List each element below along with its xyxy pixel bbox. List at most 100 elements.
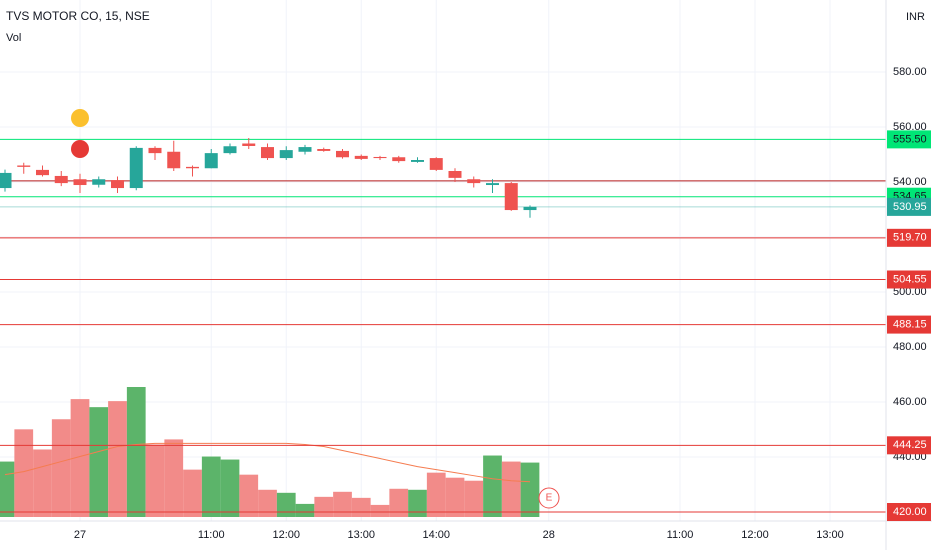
currency: INR: [906, 11, 925, 23]
candle-body: [261, 147, 274, 159]
candle-body: [167, 151, 181, 169]
candle-body: [317, 149, 331, 151]
volume-bar: [464, 480, 484, 517]
candle-body: [186, 166, 199, 169]
x-tick-label: 11:00: [198, 529, 225, 541]
y-tick-label: 580.00: [893, 66, 927, 78]
price-label-box: [887, 228, 931, 247]
x-tick-label: 13:00: [347, 529, 375, 541]
event-marker[interactable]: [71, 140, 89, 158]
volume-bar: [426, 472, 446, 517]
volume-bar: [145, 444, 165, 517]
candles: [0, 138, 537, 218]
y-tick-label: 480.00: [893, 341, 927, 353]
candle-body: [36, 169, 49, 176]
volume-bar: [14, 429, 34, 517]
volume-bar: [408, 489, 427, 517]
candle-body: [392, 157, 406, 162]
candle-body: [54, 175, 68, 184]
volume-bar: [370, 504, 390, 517]
candle-body: [523, 206, 537, 211]
volume-bar: [51, 419, 71, 517]
y-tick-label: 540.00: [893, 176, 927, 188]
x-tick-label: 14:00: [422, 529, 450, 541]
candle-body: [92, 179, 106, 185]
price-label-box: [887, 270, 931, 289]
volume-bar: [33, 449, 52, 517]
axes: 420.00440.00460.00480.00500.00520.00540.…: [74, 66, 931, 541]
x-tick-label: 13:00: [816, 529, 844, 541]
volume-bar: [258, 489, 277, 517]
price-label-box: [887, 315, 931, 334]
volume-bar: [183, 469, 202, 517]
chart-title: TVS MOTOR CO, 15, NSE: [6, 9, 150, 23]
volume-bar: [445, 477, 465, 517]
candle-body: [467, 179, 481, 184]
volume-bar: [389, 488, 409, 517]
price-label: 420.00: [893, 506, 927, 518]
price-label-box: [887, 436, 931, 455]
price-label-box: [887, 503, 931, 521]
volume-bar: [276, 492, 296, 517]
x-tick-label: 12:00: [741, 529, 769, 541]
candle-body: [111, 180, 124, 189]
volume-bar: [239, 474, 259, 517]
volume-bar: [126, 387, 146, 517]
candle-body: [336, 150, 349, 158]
earnings-label: E: [546, 493, 553, 504]
y-tick-label: 500.00: [893, 286, 927, 298]
volume-bar: [295, 503, 315, 517]
candle-body: [373, 156, 387, 159]
y-tick-label: 460.00: [893, 396, 927, 408]
candle-body: [486, 183, 499, 186]
candle-body: [242, 143, 256, 146]
volume-bar: [351, 497, 371, 517]
x-tick-label: 12:00: [272, 529, 300, 541]
volume-bar: [201, 456, 221, 517]
x-tick-label: 11:00: [667, 529, 694, 541]
volume-bar: [220, 459, 240, 517]
volume-bar: [333, 491, 352, 517]
volume-bar: [108, 401, 127, 517]
price-label: 555.50: [893, 133, 927, 145]
candle-body: [504, 183, 518, 211]
x-tick-label: 27: [74, 529, 86, 541]
candle-body: [73, 179, 87, 186]
x-tick-label: 28: [543, 529, 555, 541]
candle-body: [148, 147, 162, 154]
candle-body: [448, 171, 462, 178]
price-label: 444.25: [893, 439, 927, 451]
candle-body: [429, 158, 443, 170]
volume-bar: [70, 399, 90, 517]
candle-body: [354, 155, 368, 159]
grid: [0, 0, 886, 521]
price-label: 519.70: [893, 232, 927, 244]
price-label: 504.55: [893, 273, 927, 285]
volume-pane: [0, 387, 540, 517]
volume-bar: [501, 461, 521, 517]
candle-body: [129, 147, 143, 189]
candle-body: [298, 147, 312, 152]
price-label: 530.95: [893, 201, 927, 213]
volume-bar: [314, 496, 334, 517]
candle-body: [204, 153, 218, 169]
event-marker[interactable]: [71, 109, 89, 127]
candle-body: [0, 172, 12, 189]
volume-title: Vol: [6, 32, 21, 44]
candle-body: [411, 160, 424, 162]
candle-body: [17, 165, 31, 167]
price-lines: [0, 138, 886, 513]
volume-bar: [483, 455, 502, 517]
candle-body: [279, 150, 293, 159]
candle-body: [223, 146, 237, 154]
earnings-marker[interactable]: [538, 487, 560, 509]
price-label: 488.15: [893, 318, 927, 330]
price-label-box: [887, 130, 931, 149]
y-tick-label: 560.00: [893, 121, 927, 133]
volume-bar: [0, 461, 15, 517]
volume-bar: [89, 407, 109, 517]
price-label-box: [887, 197, 931, 216]
volume-bar: [164, 439, 184, 517]
volume-bar: [520, 462, 540, 517]
